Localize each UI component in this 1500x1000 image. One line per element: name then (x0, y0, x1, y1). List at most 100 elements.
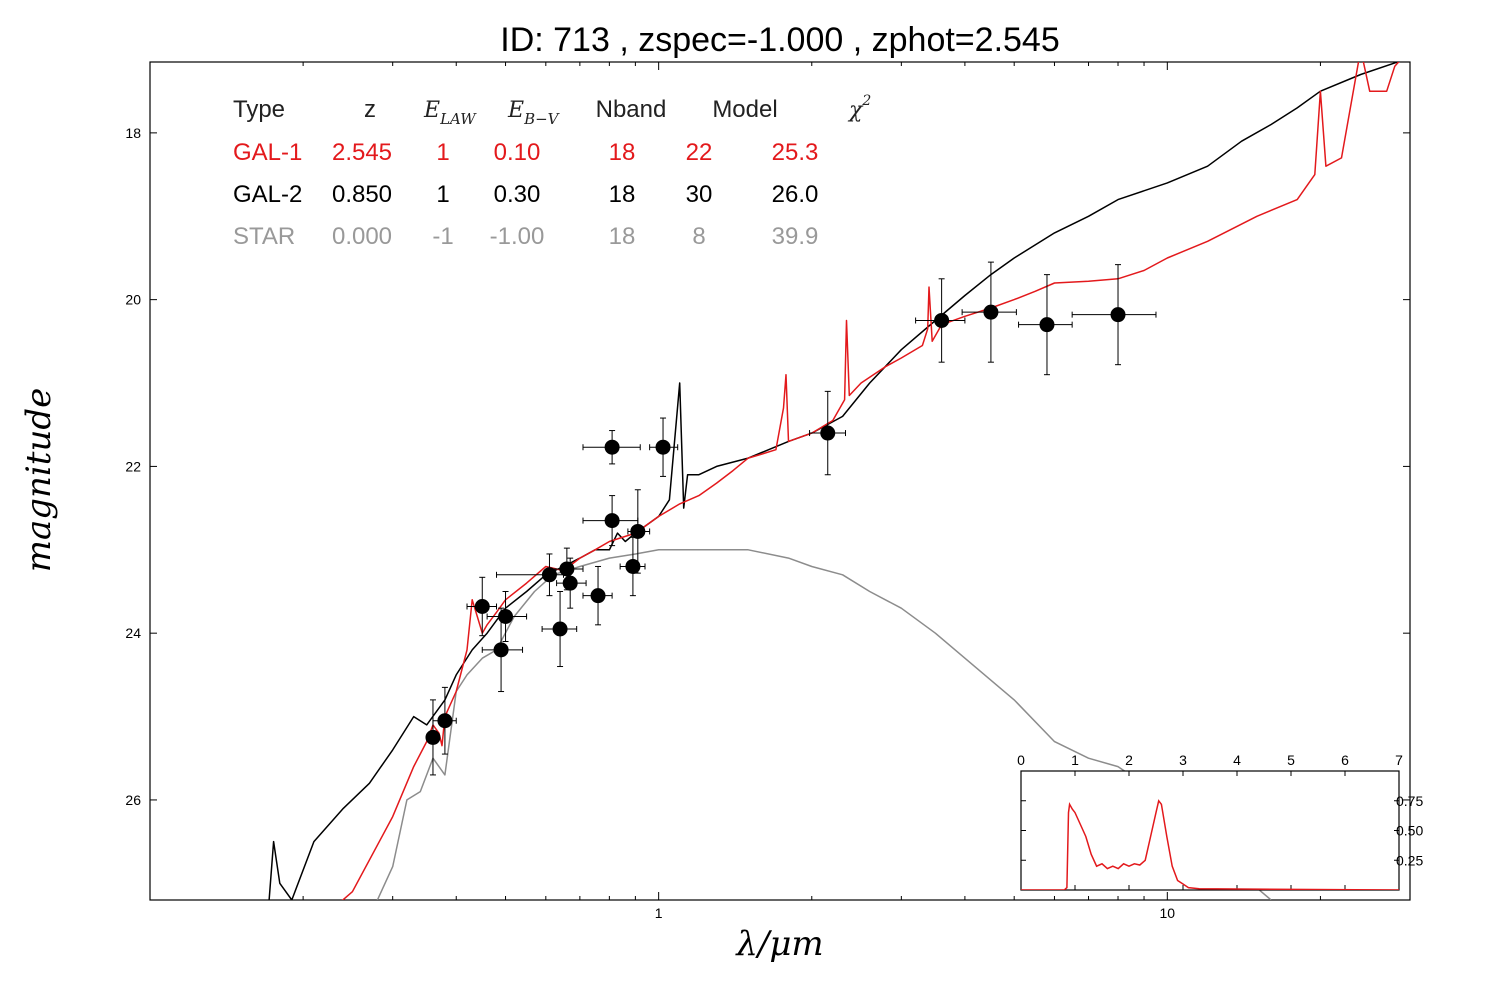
table-cell-type: STAR (233, 223, 295, 250)
photometry-point (486, 590, 528, 643)
inset-y-tick-label: 0.25 (1396, 852, 1423, 868)
table-header-z: z (364, 96, 376, 123)
table-header-model: Model (712, 96, 777, 123)
photometry-point (809, 390, 847, 476)
table-header-chi2: χ2 (847, 93, 871, 123)
photometry-point (541, 590, 578, 668)
table-cell-z: 0.000 (332, 223, 392, 250)
fit-summary-table: Type z ELAW EB−V Nband Model χ2 GAL-1 2.5… (233, 93, 871, 250)
photometry-point (1018, 274, 1073, 376)
table-cell-ebv: -1.00 (490, 223, 545, 250)
photometry-point (619, 536, 646, 597)
photometry-point (627, 489, 651, 574)
photometry-point (1071, 264, 1157, 366)
photometry-marker (655, 439, 671, 455)
photometry-marker (541, 567, 557, 583)
inset-frame (1020, 770, 1400, 891)
photometry-marker (1039, 317, 1055, 333)
chart-title: ID: 713 , zspec=-1.000 , zphot=2.545 (500, 21, 1060, 59)
table-cell-z: 0.850 (332, 181, 392, 208)
table-cell-z: 2.545 (332, 139, 392, 166)
photometry-point (466, 576, 498, 637)
photometry-point (961, 261, 1017, 363)
table-cell-ebv: 0.30 (494, 181, 541, 208)
photometry-point (582, 495, 639, 547)
table-cell-model: 30 (686, 181, 713, 208)
table-row-gal-1: GAL-1 2.545 1 0.10 18 22 25.3 (233, 139, 818, 166)
inset-y-tick-label: 0.75 (1396, 793, 1423, 809)
table-header-nband: Nband (596, 96, 667, 123)
photometry-marker (604, 513, 620, 529)
y-axis-label: magnitude (19, 388, 59, 573)
photometry-marker (983, 304, 999, 320)
inset-y-tick-label: 0.50 (1396, 823, 1423, 839)
sed-curves (268, 62, 1400, 900)
table-cell-nband: 18 (609, 223, 636, 250)
inset-x-tick-label: 2 (1125, 752, 1133, 768)
photometry-marker (552, 621, 568, 637)
photometry-point (582, 565, 613, 626)
photometry-point (425, 699, 441, 776)
photometry-marker (630, 523, 646, 539)
photometry-point (432, 686, 457, 755)
photometry-marker (590, 588, 606, 604)
y-tick-label: 18 (125, 125, 141, 141)
sed-curve-star (376, 549, 1272, 900)
table-cell-chi2: 25.3 (772, 139, 819, 166)
inset-x-tick-label: 1 (1071, 752, 1079, 768)
inset-x-tick-label: 0 (1017, 752, 1025, 768)
y-tick-label: 22 (125, 458, 141, 474)
photometry-point (649, 417, 679, 477)
photometry-marker (498, 608, 514, 624)
photometry-marker (604, 439, 620, 455)
photometry-marker (437, 713, 453, 729)
photometry-point (582, 430, 641, 465)
photometry-point (915, 278, 966, 363)
inset-x-tick-label: 6 (1341, 752, 1349, 768)
table-cell-model: 8 (692, 223, 705, 250)
photometry-marker (425, 729, 441, 745)
x-tick-label: 1 (655, 905, 663, 921)
photometry-marker (820, 425, 836, 441)
sed-curve-gal-1 (341, 62, 1400, 900)
table-cell-model: 22 (686, 139, 713, 166)
main-axes-frame (149, 61, 1411, 901)
y-tick-label: 20 (125, 292, 141, 308)
table-cell-elaw: 1 (436, 181, 449, 208)
inset-x-tick-label: 4 (1233, 752, 1241, 768)
table-cell-chi2: 39.9 (772, 223, 819, 250)
photometry-marker (562, 575, 578, 591)
photometry-marker (934, 312, 950, 328)
table-cell-nband: 18 (609, 139, 636, 166)
inset-pdf-curve (1021, 799, 1399, 890)
table-cell-elaw: -1 (432, 223, 453, 250)
table-header-type: Type (233, 96, 285, 123)
photometry-points (425, 261, 1157, 776)
table-cell-ebv: 0.10 (494, 139, 541, 166)
table-cell-elaw: 1 (436, 139, 449, 166)
photometry-marker (1110, 307, 1126, 323)
x-tick-label: 10 (1160, 905, 1176, 921)
inset-x-tick-label: 5 (1287, 752, 1295, 768)
table-cell-nband: 18 (609, 181, 636, 208)
inset-x-tick-label: 7 (1395, 752, 1403, 768)
photometry-point (496, 553, 564, 597)
table-row-gal-2: GAL-2 0.850 1 0.30 18 30 26.0 (233, 181, 818, 208)
photometry-marker (559, 561, 575, 577)
photometry-point (556, 557, 587, 609)
inset-pdf-plot: 0 1 2 3 4 5 6 7 0.25 0.50 0.75 (1017, 752, 1423, 891)
inset-x-tick-label: 3 (1179, 752, 1187, 768)
y-tick-label: 26 (125, 792, 141, 808)
y-tick-label: 24 (125, 625, 141, 641)
table-cell-type: GAL-2 (233, 181, 302, 208)
table-header-elaw: ELAW (423, 98, 477, 128)
table-cell-chi2: 26.0 (772, 181, 819, 208)
table-header-ebv: EB−V (507, 98, 561, 128)
table-cell-type: GAL-1 (233, 139, 302, 166)
x-axis-label: λ/μm (734, 924, 823, 964)
photometry-marker (474, 598, 490, 614)
sed-curve-gal-2 (268, 62, 1400, 900)
photometry-marker (625, 558, 641, 574)
